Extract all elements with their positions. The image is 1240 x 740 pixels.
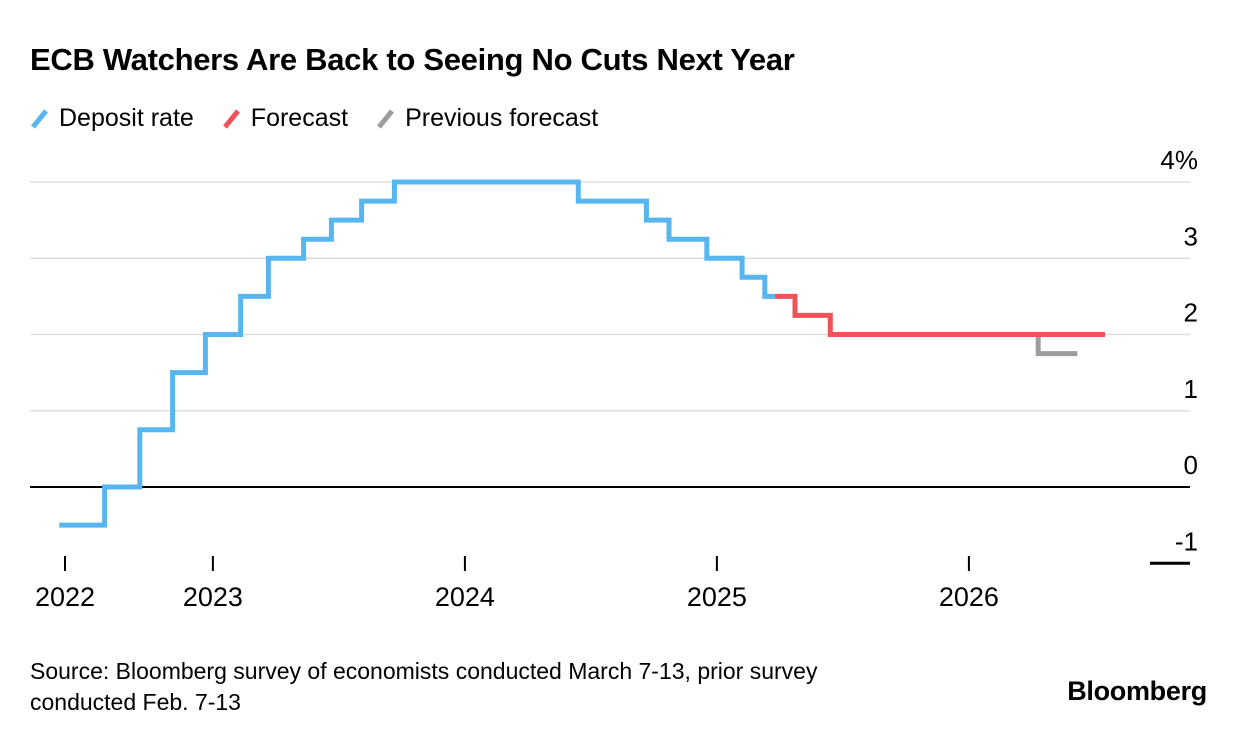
y-axis-label: 2 [1184, 298, 1198, 328]
legend-label-previous-forecast: Previous forecast [405, 104, 599, 132]
x-axis-label: 2025 [687, 582, 747, 612]
series-previous-forecast [1029, 332, 1078, 357]
x-axis-label: 2026 [939, 582, 999, 612]
series-deposit-rate [59, 179, 775, 528]
legend-item-deposit-rate: Deposit rate [30, 104, 194, 133]
legend-label-deposit-rate: Deposit rate [59, 104, 194, 132]
legend-label-forecast: Forecast [250, 104, 349, 132]
y-axis-label: 3 [1184, 221, 1198, 251]
chart-legend: Deposit rate Forecast Previous forecast [30, 104, 598, 133]
y-axis-label: 0 [1184, 450, 1198, 480]
x-axis-label: 2023 [183, 582, 243, 612]
legend-item-forecast: Forecast [222, 104, 348, 133]
y-axis-label: 4% [1160, 145, 1198, 175]
deposit-rate-line-swatch-icon [31, 108, 48, 129]
bloomberg-logo: Bloomberg [1067, 676, 1207, 706]
y-axis-label: -1 [1175, 526, 1198, 556]
x-axis-label: 2022 [35, 582, 95, 612]
source-note: Source: Bloomberg survey of economists c… [30, 656, 817, 717]
source-line-1: Source: Bloomberg survey of economists c… [30, 658, 818, 684]
series-forecast [774, 293, 1105, 337]
previous-forecast-line-swatch-icon [377, 108, 395, 129]
y-axis-label: 1 [1184, 374, 1198, 404]
legend-item-previous-forecast: Previous forecast [376, 104, 598, 133]
forecast-line-swatch-icon [222, 108, 240, 129]
chart-title: ECB Watchers Are Back to Seeing No Cuts … [30, 42, 795, 77]
x-axis-label: 2024 [435, 582, 495, 612]
source-line-2: conducted Feb. 7-13 [30, 688, 241, 715]
